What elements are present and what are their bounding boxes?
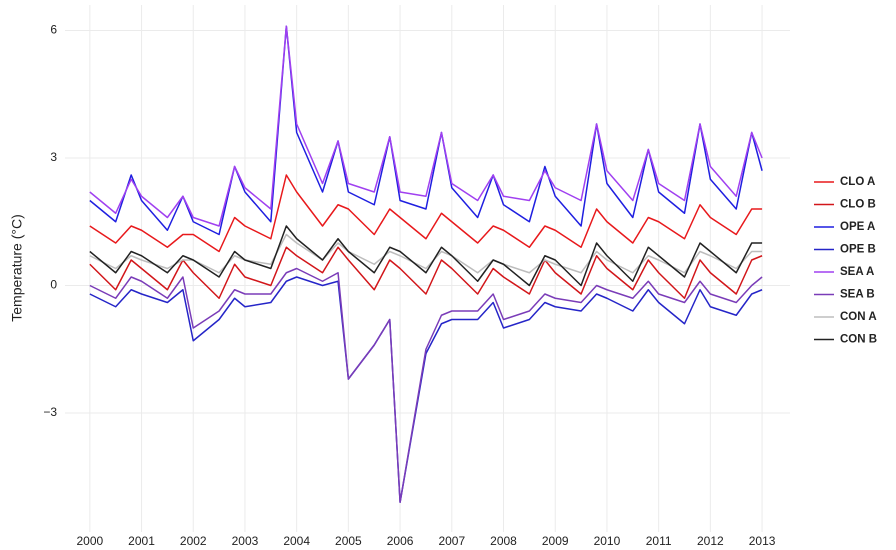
- x-tick-label: 2009: [542, 534, 569, 548]
- legend-label: CLO A: [840, 176, 875, 188]
- x-tick-label: 2012: [697, 534, 724, 548]
- x-tick-label: 2001: [128, 534, 155, 548]
- x-tick-label: 2003: [232, 534, 259, 548]
- legend-label: CLO B: [840, 199, 876, 211]
- legend-label: CON B: [840, 334, 877, 346]
- series-line: [89, 25, 763, 227]
- y-tick-label: −3: [43, 405, 57, 419]
- series-line: [89, 225, 763, 287]
- x-tick-label: 2010: [594, 534, 621, 548]
- y-tick-label: 0: [50, 278, 57, 292]
- y-tick-label: 3: [50, 150, 57, 164]
- series-line: [89, 267, 763, 503]
- y-axis-label: Temperature (°C): [9, 214, 25, 322]
- y-tick-label: 6: [50, 23, 57, 37]
- series-line: [89, 246, 763, 299]
- legend-label: SEA A: [840, 266, 874, 278]
- x-tick-label: 2002: [180, 534, 207, 548]
- x-tick-label: 2011: [646, 534, 672, 548]
- x-tick-label: 2004: [283, 534, 310, 548]
- series-line: [89, 276, 763, 503]
- legend-label: OPE B: [840, 244, 876, 256]
- x-tick-label: 2013: [749, 534, 776, 548]
- x-tick-label: 2000: [76, 534, 103, 548]
- x-tick-label: 2007: [438, 534, 465, 548]
- series-line: [89, 233, 763, 274]
- legend-label: CON A: [840, 311, 877, 323]
- series-line: [89, 174, 763, 253]
- series-line: [89, 25, 763, 236]
- x-tick-label: 2005: [335, 534, 362, 548]
- legend-label: SEA B: [840, 289, 875, 301]
- x-tick-label: 2008: [490, 534, 517, 548]
- x-tick-label: 2006: [387, 534, 414, 548]
- legend-label: OPE A: [840, 221, 875, 233]
